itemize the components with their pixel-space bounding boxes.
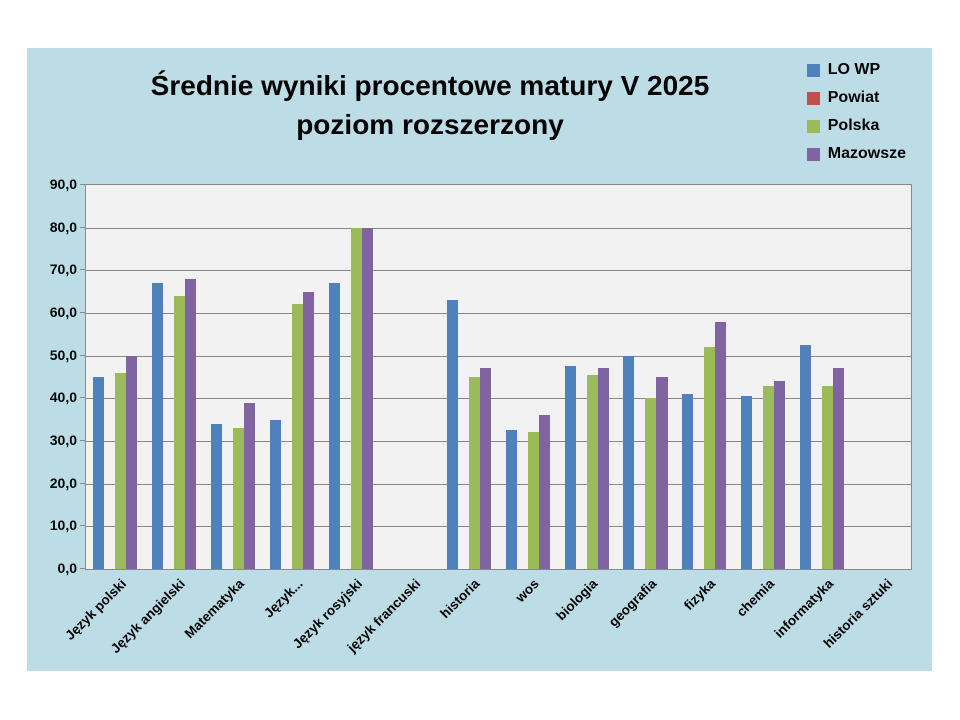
bar-polska [174,295,186,569]
legend-item-powiat: Powiat [806,88,906,108]
bar-polska [115,372,127,569]
bar-mazowsze [774,381,786,569]
x-axis-label: informatyka [771,576,837,641]
chart-legend: LO WP Powiat Polska Mazowsze [806,60,906,164]
x-axis-label: fizyka [681,576,719,614]
x-axis-label: historia [437,576,483,622]
x-axis-label: Język... [261,576,306,621]
chart-title: Średnie wyniki procentowe matury V 2025 … [47,66,813,144]
bar-mazowsze [185,278,197,569]
bar-mazowsze [597,368,609,569]
x-axis-label: geografia [605,576,660,630]
bar-mazowsze [361,227,373,569]
y-axis-tick-label: 0,0 [57,560,77,576]
x-axis-label: Matematyka [181,576,247,642]
y-axis-tick-label: 90,0 [49,176,77,192]
bar-polska [822,385,834,569]
bar-polska [291,304,303,569]
bar-lo-wp [152,283,164,569]
y-axis-tick-label: 20,0 [49,474,77,491]
legend-swatch-icon [806,91,820,105]
bar-mazowsze [538,415,550,569]
bar-mazowsze [126,355,138,569]
y-axis-tick-label: 70,0 [49,261,77,278]
bar-mazowsze [656,377,668,569]
bar-lo-wp [623,355,635,569]
y-axis-tick-label: 40,0 [49,389,77,406]
y-axis-tick-label: 10,0 [49,517,77,534]
bar-mazowsze [302,291,314,569]
legend-item-mazowsze: Mazowsze [806,144,906,164]
gridline [86,313,911,314]
plot-area [85,184,912,570]
chart-area: Średnie wyniki procentowe matury V 2025 … [27,48,932,671]
bar-lo-wp [505,430,517,569]
bar-mazowsze [479,368,491,569]
x-axis-label: Język angielski [107,576,189,657]
gridline [86,526,911,528]
bar-mazowsze [243,402,255,569]
x-axis-label: wos [512,576,542,606]
bar-mazowsze [715,321,727,569]
legend-swatch-icon [806,63,820,77]
legend-swatch-icon [806,119,820,133]
bar-lo-wp [210,423,222,569]
x-axis-label: Język polski [62,576,130,643]
gridline [86,227,911,229]
bar-lo-wp [269,419,281,569]
legend-label: Polska [827,117,880,134]
bar-lo-wp [564,366,576,569]
bar-polska [645,398,657,569]
gridline [86,270,911,272]
bar-lo-wp [741,396,753,569]
x-axis-label: język francuski [344,576,424,656]
x-axis-label: Język rosyjski [289,576,365,652]
legend-item-lo-wp: LO WP [806,60,906,80]
bar-polska [704,347,716,569]
y-axis-tick-label: 80,0 [49,218,77,235]
bar-lo-wp [446,300,458,569]
gridline [86,441,911,442]
gridline [86,483,911,485]
y-axis-tick-label: 50,0 [49,346,77,363]
bar-lo-wp [682,394,694,569]
bar-polska [763,385,775,569]
y-axis-tick-label: 60,0 [49,304,77,320]
bar-mazowsze [833,368,845,569]
gridline [86,398,911,400]
bar-polska [350,227,362,569]
legend-swatch-icon [806,147,820,161]
bar-polska [468,377,480,569]
x-axis-label: biologia [553,576,601,624]
chart-title-line-2: poziom rozszerzony [296,109,564,140]
y-axis-tick-label: 30,0 [49,432,77,448]
bar-lo-wp [328,283,340,569]
legend-label: Mazowsze [827,145,906,162]
x-axis-label: chemia [733,576,778,620]
legend-label: LO WP [827,61,881,78]
bar-polska [527,432,539,569]
bar-lo-wp [800,345,812,569]
legend-item-polska: Polska [806,116,906,136]
bar-polska [232,428,244,569]
bar-lo-wp [93,377,105,569]
gridline [86,355,911,357]
bar-polska [586,374,598,569]
legend-label: Powiat [827,89,880,106]
x-axis-label: historia sztuki [820,576,896,651]
chart-title-line-1: Średnie wyniki procentowe matury V 2025 [150,70,710,101]
